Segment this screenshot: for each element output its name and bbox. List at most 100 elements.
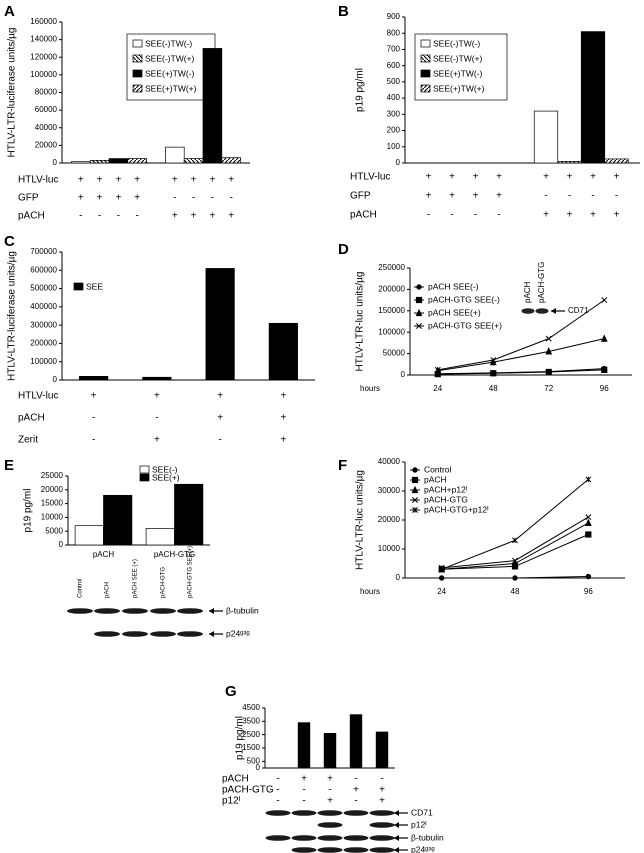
blot-band xyxy=(343,810,369,816)
panel-letter: G xyxy=(225,683,237,700)
legend-label: Control xyxy=(424,464,452,474)
marker xyxy=(601,297,608,304)
bar xyxy=(221,157,241,164)
legend-swatch xyxy=(139,465,150,474)
condition-value: - xyxy=(192,193,195,204)
legend-swatch xyxy=(139,473,150,482)
bar xyxy=(89,160,110,164)
condition-value: + xyxy=(379,796,385,807)
condition-value: - xyxy=(354,774,357,785)
y-tick-label: 120000 xyxy=(30,52,57,61)
y-tick-label: 3500 xyxy=(242,716,260,725)
y-tick-label: 100000 xyxy=(378,327,405,336)
blot-lane-label: Control xyxy=(78,579,84,598)
condition-label: HTLV-luc xyxy=(18,175,58,186)
y-axis-label: p19 pg/ml xyxy=(355,68,366,112)
arrow-head xyxy=(394,835,399,841)
condition-value: + xyxy=(449,172,455,183)
y-tick-label: 300 xyxy=(387,109,401,118)
legend-label: SEE(+) xyxy=(152,472,180,482)
bar xyxy=(74,525,104,546)
panel-letter: A xyxy=(4,3,15,20)
marker xyxy=(490,370,497,377)
blot-band xyxy=(291,835,317,841)
legend-label: pACH+p12ᴵ xyxy=(424,484,467,494)
marker xyxy=(545,368,552,376)
legend-label: SEE(-)TW(+) xyxy=(145,53,195,63)
condition-value: - xyxy=(591,191,594,202)
legend-label: SEE(-)TW(-) xyxy=(145,38,192,48)
condition-value: + xyxy=(327,774,333,785)
bar xyxy=(103,494,133,546)
condition-value: - xyxy=(92,435,95,446)
condition-value: + xyxy=(97,193,103,204)
condition-value: + xyxy=(191,175,197,186)
y-tick-label: 140000 xyxy=(30,35,57,44)
legend-label: pACH SEE(-) xyxy=(428,281,479,291)
condition-value: + xyxy=(228,175,234,186)
condition-value: + xyxy=(172,211,178,222)
y-tick-label: 80000 xyxy=(35,88,58,97)
legend-label: pACH SEE(+) xyxy=(428,307,481,317)
marker xyxy=(512,557,518,564)
condition-value: + xyxy=(379,785,385,796)
blot-lane-label: pACH xyxy=(105,582,111,598)
bar xyxy=(375,731,389,769)
x-tick-label: 96 xyxy=(584,587,593,596)
legend-box xyxy=(126,33,216,101)
y-tick-label: 400 xyxy=(387,93,401,102)
y-tick-label: 800 xyxy=(387,28,401,37)
blot-band xyxy=(343,835,369,841)
marker xyxy=(512,537,518,544)
condition-value: + xyxy=(473,172,479,183)
condition-label: HTLV-luc xyxy=(18,391,58,402)
y-axis-label: p19 pg/ml xyxy=(235,716,246,760)
bar xyxy=(323,732,337,769)
condition-value: + xyxy=(217,413,223,424)
marker xyxy=(416,323,422,329)
legend-swatch xyxy=(132,54,143,63)
condition-value: - xyxy=(328,785,331,796)
blot-band xyxy=(369,822,395,828)
x-tick-label: 72 xyxy=(544,384,553,393)
y-tick-label: 600000 xyxy=(30,265,57,274)
x-tick-label: 24 xyxy=(437,587,446,596)
condition-value: + xyxy=(567,172,573,183)
condition-value: - xyxy=(302,785,305,796)
legend-box xyxy=(414,33,508,101)
condition-value: - xyxy=(155,413,158,424)
marker xyxy=(415,308,423,317)
bar xyxy=(202,48,223,164)
blot-lane-label: pACH xyxy=(523,281,532,303)
panel-letter: B xyxy=(338,3,349,20)
bar xyxy=(174,483,204,546)
blot-label: CD71 xyxy=(411,807,433,817)
bar xyxy=(268,322,298,381)
bar xyxy=(604,158,629,164)
y-tick-label: 0 xyxy=(401,370,406,379)
marker xyxy=(585,476,592,483)
condition-value: + xyxy=(280,391,286,402)
condition-label: GFP xyxy=(18,193,39,204)
y-tick-label: 50000 xyxy=(383,349,406,358)
marker xyxy=(545,335,552,342)
marker xyxy=(601,366,608,373)
condition-value: - xyxy=(211,193,214,204)
blot-lane-label: pACH-GTG SEE(+) xyxy=(188,546,194,598)
y-tick-label: 500000 xyxy=(30,284,57,293)
blot-label: p12ᴵ xyxy=(411,819,427,829)
condition-value: - xyxy=(474,210,477,221)
bar xyxy=(145,528,175,546)
condition-value: + xyxy=(567,210,573,221)
condition-value: + xyxy=(543,172,549,183)
blot-band xyxy=(317,847,343,853)
bar xyxy=(349,714,363,769)
blot-band xyxy=(94,631,120,637)
panel-letter: C xyxy=(4,233,15,250)
blot-band xyxy=(122,631,148,637)
condition-label: pACH xyxy=(18,211,45,222)
blot-label: β-tubulin xyxy=(411,832,444,842)
condition-value: + xyxy=(209,175,215,186)
legend-swatch xyxy=(420,69,431,78)
